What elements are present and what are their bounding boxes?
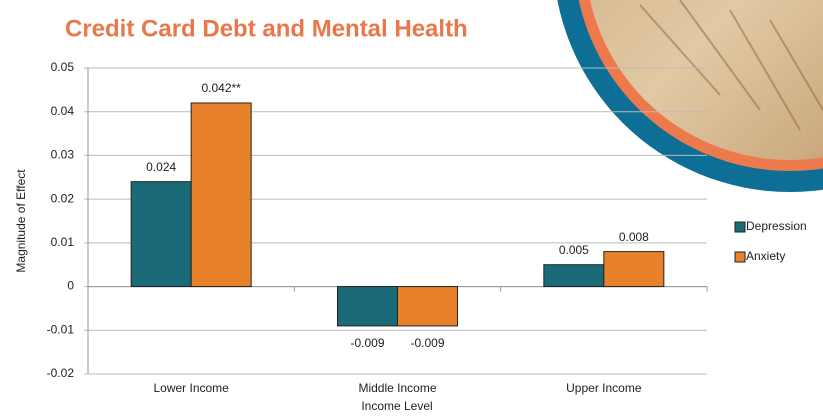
- y-tick-label: 0.04: [51, 104, 75, 118]
- legend-swatch: [734, 251, 746, 263]
- bar: [190, 102, 252, 288]
- y-tick-label: 0: [67, 279, 74, 293]
- legend-label: Anxiety: [746, 249, 785, 263]
- x-axis-title: Income Level: [361, 399, 432, 413]
- bar: [130, 181, 192, 288]
- bar: [337, 286, 398, 327]
- y-tick-label: -0.02: [47, 366, 75, 380]
- bar: [543, 264, 605, 288]
- y-tick-label: -0.01: [47, 322, 75, 336]
- y-axis-title: Magnitude of Effect: [14, 169, 28, 273]
- data-label: 0.008: [619, 230, 649, 244]
- legend-swatch: [734, 221, 746, 233]
- y-tick-label: 0.01: [51, 235, 75, 249]
- x-tick-label: Lower Income: [153, 381, 229, 395]
- y-tick-label: 0.05: [51, 60, 75, 74]
- chart-title: Credit Card Debt and Mental Health: [65, 15, 468, 42]
- decoration: [557, 0, 823, 192]
- y-tick-label: 0.03: [51, 148, 75, 162]
- data-label: -0.009: [410, 336, 444, 350]
- x-tick-label: Upper Income: [566, 381, 642, 395]
- bar: [397, 286, 458, 327]
- x-tick-label: Middle Income: [358, 381, 436, 395]
- legend-label: Depression: [746, 219, 807, 233]
- y-tick-label: 0.02: [51, 191, 75, 205]
- bar: [603, 251, 665, 288]
- data-label: -0.009: [350, 336, 384, 350]
- data-label: 0.005: [559, 243, 589, 257]
- data-label: 0.024: [146, 160, 176, 174]
- data-label: 0.042**: [201, 81, 241, 95]
